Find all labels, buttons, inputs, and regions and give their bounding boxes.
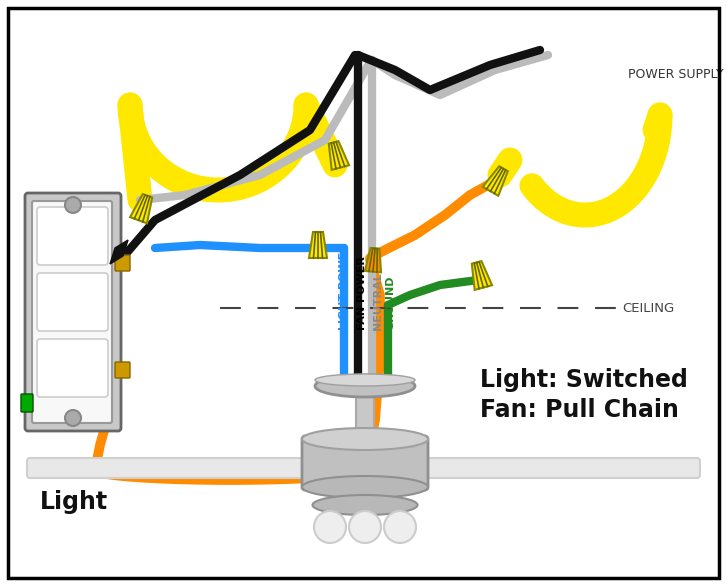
Circle shape bbox=[314, 511, 346, 543]
FancyBboxPatch shape bbox=[27, 458, 308, 478]
FancyBboxPatch shape bbox=[115, 362, 130, 378]
Circle shape bbox=[349, 511, 381, 543]
Circle shape bbox=[65, 410, 81, 426]
Text: FAN POWER: FAN POWER bbox=[357, 256, 367, 330]
FancyBboxPatch shape bbox=[25, 193, 121, 431]
FancyBboxPatch shape bbox=[302, 436, 428, 490]
Text: NEUTRAL: NEUTRAL bbox=[373, 272, 383, 330]
Polygon shape bbox=[329, 141, 349, 170]
Circle shape bbox=[65, 197, 81, 213]
Polygon shape bbox=[309, 232, 327, 258]
Text: CEILING: CEILING bbox=[622, 302, 674, 315]
FancyBboxPatch shape bbox=[356, 394, 374, 439]
Ellipse shape bbox=[302, 428, 428, 450]
FancyBboxPatch shape bbox=[422, 458, 700, 478]
FancyBboxPatch shape bbox=[37, 339, 108, 397]
FancyBboxPatch shape bbox=[32, 201, 112, 423]
Ellipse shape bbox=[302, 476, 428, 498]
Circle shape bbox=[384, 511, 416, 543]
FancyBboxPatch shape bbox=[37, 207, 108, 265]
Ellipse shape bbox=[315, 375, 415, 397]
Polygon shape bbox=[130, 194, 152, 223]
Text: POWER SUPPLY: POWER SUPPLY bbox=[628, 69, 723, 81]
FancyBboxPatch shape bbox=[37, 273, 108, 331]
Polygon shape bbox=[365, 248, 381, 272]
FancyBboxPatch shape bbox=[115, 255, 130, 271]
Text: LIGHT POWER: LIGHT POWER bbox=[339, 243, 349, 330]
Text: GROUND: GROUND bbox=[385, 275, 395, 330]
Ellipse shape bbox=[313, 495, 417, 515]
Polygon shape bbox=[483, 166, 508, 196]
Polygon shape bbox=[110, 240, 128, 264]
Text: Light: Switched
Fan: Pull Chain: Light: Switched Fan: Pull Chain bbox=[480, 368, 688, 422]
Polygon shape bbox=[472, 261, 492, 290]
FancyBboxPatch shape bbox=[21, 394, 33, 412]
Text: Light: Light bbox=[40, 490, 108, 514]
Ellipse shape bbox=[315, 374, 415, 386]
